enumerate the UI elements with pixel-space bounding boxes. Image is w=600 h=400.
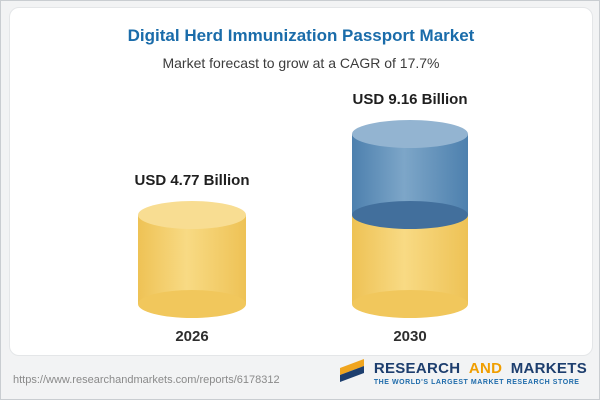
research-and-markets-logo-icon <box>337 355 367 390</box>
year-label-2026: 2026 <box>175 328 209 345</box>
value-label-2030: USD 9.16 Billion <box>352 91 468 109</box>
year-label-2030: 2030 <box>393 328 427 345</box>
logo-word-research: RESEARCH <box>373 359 461 377</box>
logo-text: RESEARCH AND MARKETS THE WORLD'S LARGEST… <box>374 360 587 386</box>
cylinder-2030 <box>352 119 468 318</box>
logo-tagline: THE WORLD'S LARGEST MARKET RESEARCH STOR… <box>373 378 580 386</box>
value-label-2026: USD 4.77 Billion <box>134 172 250 190</box>
footer-url: https://www.researchandmarkets.com/repor… <box>13 374 280 386</box>
bar-group-2026: USD 4.77 Billion 2026 <box>112 172 272 345</box>
page-subtitle: Market forecast to grow at a CAGR of 17.… <box>162 55 440 71</box>
cylinder-2026 <box>138 201 246 318</box>
logo-word-and: AND <box>468 359 503 377</box>
chart-card: Digital Herd Immunization Passport Marke… <box>9 7 593 356</box>
page-title: Digital Herd Immunization Passport Marke… <box>127 26 475 45</box>
research-and-markets-logo: RESEARCH AND MARKETS THE WORLD'S LARGEST… <box>337 355 587 390</box>
bar-chart: USD 4.77 Billion 2026 USD 9.16 Billion 2… <box>10 91 592 345</box>
segment-2030-base <box>352 215 468 318</box>
bar-group-2030: USD 9.16 Billion 2030 <box>330 91 490 345</box>
logo-word-markets: MARKETS <box>510 359 587 377</box>
logo-wordmark: RESEARCH AND MARKETS <box>374 360 587 377</box>
segment-2030-growth <box>352 119 468 231</box>
